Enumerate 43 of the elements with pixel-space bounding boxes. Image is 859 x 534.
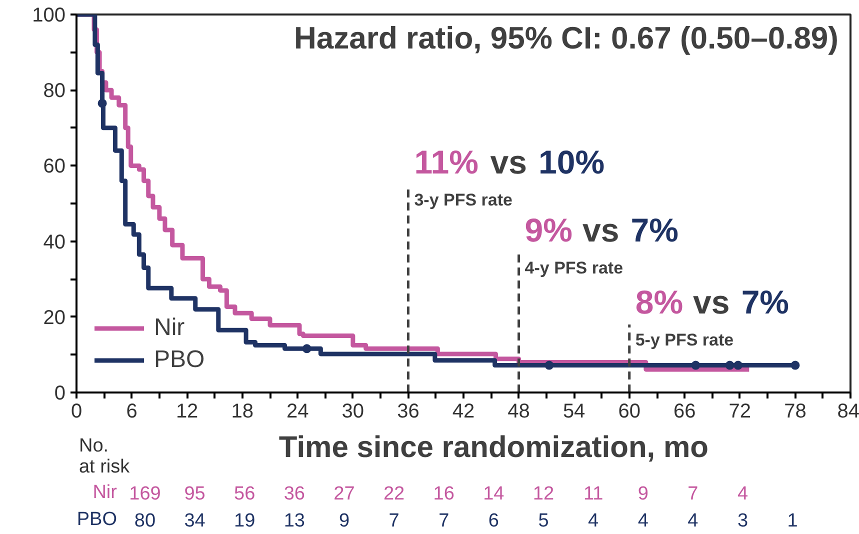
x-tick-label: 60 (618, 400, 640, 422)
point (734, 360, 743, 370)
point (790, 360, 800, 370)
annotation: 9% vs 7% (524, 212, 678, 249)
point (544, 360, 554, 370)
y-tick-label: 100 (32, 4, 66, 26)
x-tick-label: 24 (286, 400, 309, 422)
x-tick-label: 36 (397, 400, 420, 422)
point (98, 98, 107, 108)
point (691, 360, 700, 370)
annotation: 8% vs 7% (635, 283, 790, 320)
y-tick-label: 0 (54, 382, 66, 404)
text: 169 95 56 36 27 22 16 14 12 11 9 7 4 (129, 484, 748, 504)
ref-line-label: 4-y PFS rate (524, 258, 624, 278)
legend-label: Nir (154, 314, 185, 342)
point (302, 344, 312, 354)
x-axis-title: Time since randomization, mo (278, 431, 708, 464)
x-tick-label: 48 (508, 400, 530, 422)
legend-label: PBO (154, 346, 205, 374)
x-tick-label: 84 (837, 400, 859, 422)
point (725, 360, 734, 370)
x-tick-label: 72 (728, 400, 752, 422)
x-tick-label: 18 (231, 400, 254, 422)
x-tick-label: 54 (562, 400, 586, 422)
y-tick-label: 20 (43, 306, 66, 329)
text: No. at risk (78, 436, 130, 478)
x-tick-label: 42 (452, 400, 475, 422)
x-tick-label: 12 (176, 400, 198, 422)
ref-line-label: 5-y PFS rate (635, 330, 734, 350)
ref-line-label: 3-y PFS rate (414, 190, 512, 210)
y-tick-label: 80 (43, 80, 66, 102)
text: Nir (92, 482, 117, 503)
text: 80 34 19 13 9 7 7 6 5 4 4 4 3 1 (134, 510, 798, 532)
y-tick-label: 60 (43, 156, 66, 178)
x-tick-label: 0 (70, 400, 82, 422)
x-tick-label: 30 (342, 400, 364, 422)
annotation: 11% vs 10% (414, 144, 605, 181)
annotation: Hazard ratio, 95% CI: 0.67 (0.50–0.89) (294, 20, 838, 56)
x-tick-label: 6 (126, 400, 138, 422)
y-tick-label: 40 (43, 231, 66, 254)
x-tick-label: 66 (674, 400, 696, 422)
x-tick-label: 78 (784, 400, 806, 422)
text: PBO (76, 509, 117, 530)
